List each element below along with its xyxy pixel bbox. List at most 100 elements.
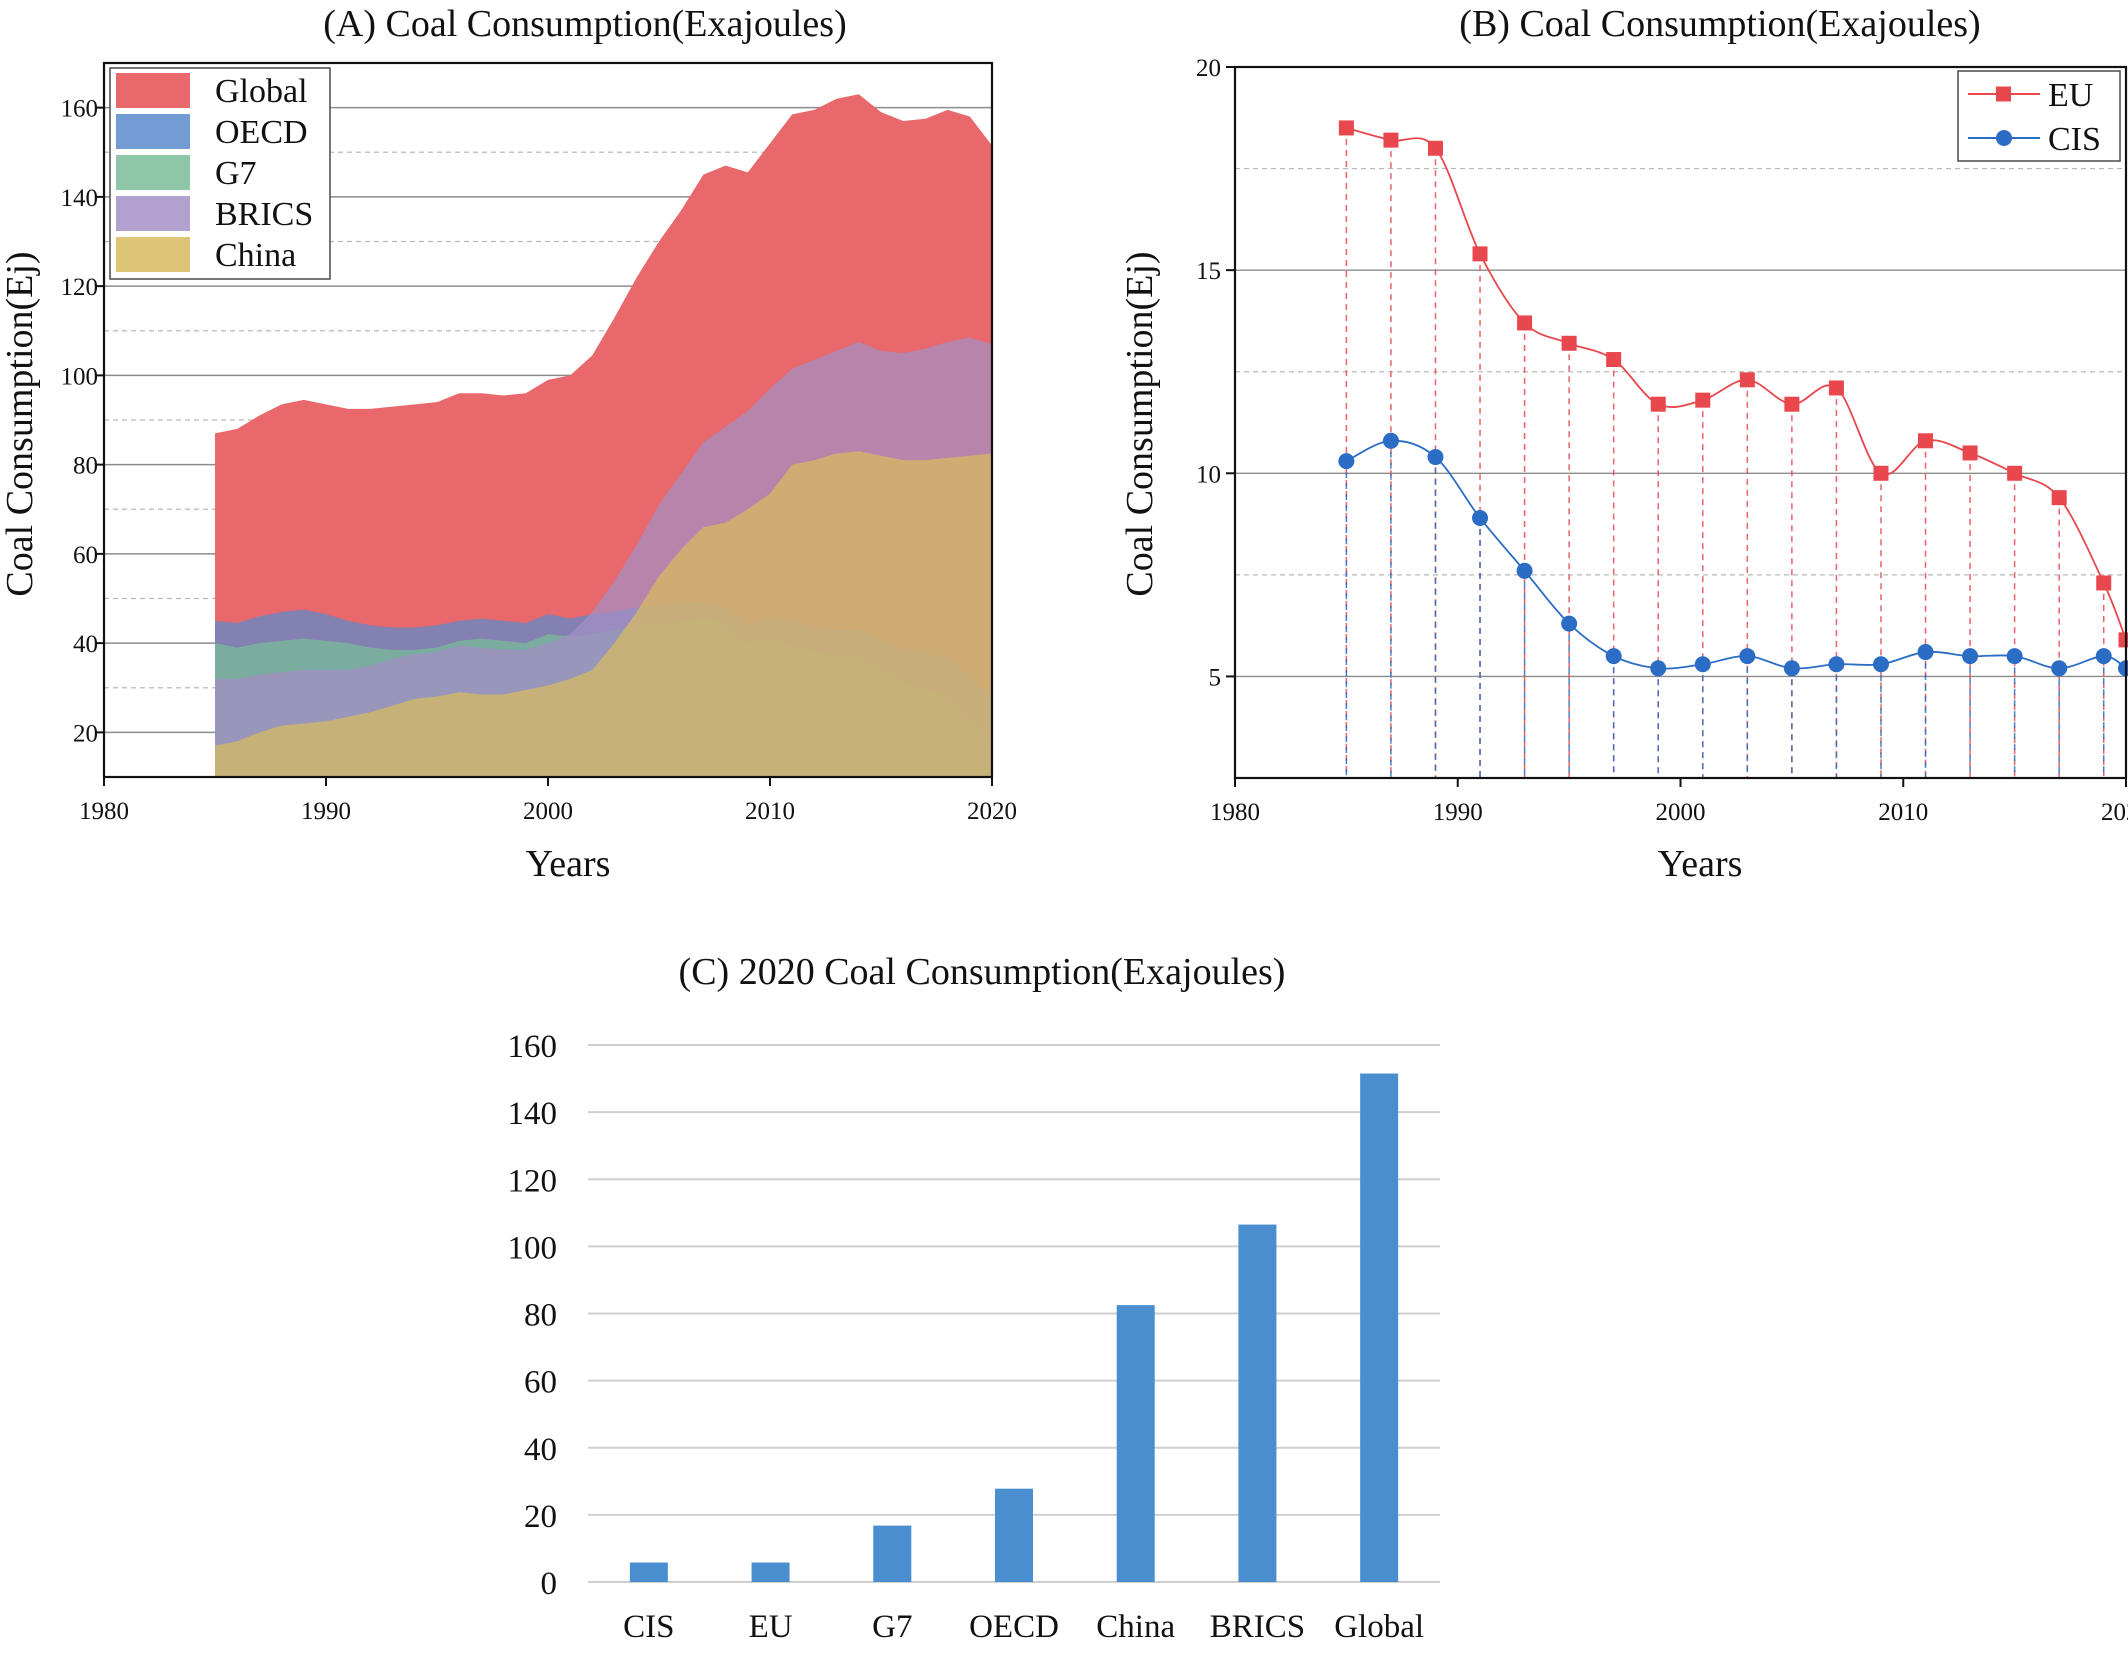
- legend-label-oecd: OECD: [215, 114, 308, 151]
- legend-label-g7: G7: [215, 155, 257, 192]
- panel-c: (C) 2020 Coal Consumption(Exajoules) 0 20…: [508, 951, 1440, 1645]
- panel-b-legend-box: [1957, 70, 2121, 162]
- panel-c-y-ticks: 0 20 40 60 80 100 120 140 160: [508, 1029, 558, 1602]
- x-tick-label: 2020: [2101, 799, 2128, 826]
- y-tick-label: 15: [1196, 258, 1221, 285]
- marker-cis: [1917, 644, 1934, 661]
- panel-b-y-ticks: 5 10 15 20: [1196, 55, 1235, 691]
- panel-c-bars: [629, 1073, 1399, 1582]
- legend-label-eu: EU: [2048, 77, 2093, 114]
- y-tick-label: 20: [73, 720, 98, 747]
- y-tick-label: 120: [508, 1163, 558, 1199]
- x-tick-label: 1980: [79, 798, 129, 825]
- panel-b-x-ticks: 1980 1990 2000 2010 2020: [1210, 778, 2128, 826]
- panel-a-areas: [215, 94, 992, 778]
- marker-cis: [1694, 656, 1711, 673]
- panel-b-gridlines: [1235, 167, 2126, 678]
- y-tick-label: 160: [508, 1029, 558, 1065]
- marker-eu: [1606, 352, 1622, 368]
- marker-cis: [1828, 656, 1845, 673]
- x-tick-label: EU: [749, 1609, 793, 1645]
- y-tick-label: 160: [61, 96, 99, 123]
- panel-a-x-axis-label: Years: [526, 843, 611, 885]
- marker-eu: [1650, 396, 1666, 412]
- legend-marker-eu: [1996, 86, 2011, 102]
- x-tick-label: CIS: [623, 1609, 674, 1645]
- marker-cis: [1605, 648, 1622, 665]
- y-tick-label: 10: [1196, 461, 1221, 488]
- x-tick-label: 2000: [523, 798, 573, 825]
- x-tick-label: BRICS: [1210, 1609, 1305, 1645]
- marker-cis: [1872, 656, 1889, 673]
- bar-china: [1116, 1305, 1155, 1582]
- marker-eu: [1784, 396, 1800, 412]
- panel-b-drop-lines: [1345, 127, 2127, 778]
- marker-eu: [1695, 392, 1711, 408]
- x-tick-label: 2020: [967, 798, 1017, 825]
- y-tick-label: 60: [73, 542, 98, 569]
- marker-cis: [2095, 648, 2112, 665]
- legend-marker-cis: [1996, 130, 2012, 146]
- legend-swatch-g7: [116, 155, 190, 190]
- panel-a-y-axis-label: Coal Consumption(Ej): [0, 251, 41, 596]
- y-tick-label: 80: [73, 453, 98, 480]
- marker-cis: [1382, 432, 1399, 449]
- marker-cis: [1338, 453, 1355, 470]
- legend-swatch-oecd: [116, 114, 190, 149]
- x-tick-label: 2010: [745, 798, 795, 825]
- y-tick-label: 40: [73, 631, 98, 658]
- marker-eu: [2051, 490, 2067, 506]
- marker-cis: [1962, 648, 1979, 665]
- marker-cis: [2051, 660, 2068, 677]
- panel-a-legend: Global OECD G7 BRICS China: [109, 67, 331, 280]
- marker-cis: [1739, 648, 1756, 665]
- legend-label-global: Global: [215, 73, 308, 110]
- bar-oecd: [995, 1488, 1033, 1582]
- marker-cis: [1783, 660, 1800, 677]
- marker-eu: [1472, 246, 1488, 262]
- y-tick-label: 60: [524, 1365, 557, 1401]
- marker-eu: [1338, 120, 1354, 136]
- panel-b-legend: EU CIS: [1957, 70, 2121, 162]
- y-tick-label: 100: [61, 363, 99, 390]
- panel-a: (A) Coal Consumption(Exajoules) 1980 1990…: [0, 3, 1017, 885]
- y-tick-label: 140: [61, 185, 99, 212]
- x-tick-label: 1980: [1210, 799, 1260, 826]
- area-china: [215, 451, 992, 777]
- marker-eu: [1828, 380, 1844, 396]
- marker-cis: [1516, 562, 1533, 579]
- x-tick-label: OECD: [969, 1609, 1059, 1645]
- marker-eu: [2007, 465, 2023, 481]
- panel-b-markers: [1338, 120, 2128, 677]
- marker-eu: [1918, 433, 1934, 449]
- marker-eu: [1517, 315, 1533, 331]
- line-eu: [1346, 127, 2127, 641]
- legend-label-brics: BRICS: [215, 196, 313, 233]
- panel-b-x-axis-label: Years: [1658, 843, 1743, 885]
- marker-eu: [1873, 465, 1889, 481]
- panel-b: (B) Coal Consumption(Exajoules) 1980 1990…: [1119, 3, 2128, 885]
- x-tick-label: 1990: [1433, 799, 1483, 826]
- legend-swatch-brics: [116, 196, 190, 231]
- x-tick-label: Global: [1334, 1609, 1424, 1645]
- bar-cis: [629, 1562, 668, 1582]
- x-tick-label: China: [1096, 1609, 1175, 1645]
- y-tick-label: 80: [524, 1298, 557, 1334]
- marker-eu: [1739, 372, 1755, 388]
- panel-a-y-ticks: 20 40 60 80 100 120 140 160: [61, 96, 104, 747]
- marker-eu: [1427, 140, 1443, 156]
- bar-g7: [873, 1525, 912, 1582]
- bar-eu: [751, 1562, 790, 1582]
- panel-c-x-ticks: CIS EU G7 OECD China BRICS Global: [623, 1609, 1424, 1645]
- y-tick-label: 120: [61, 274, 99, 301]
- panel-a-x-ticks: 1980 1990 2000 2010 2020: [79, 777, 1017, 825]
- y-tick-label: 100: [508, 1230, 558, 1266]
- y-tick-label: 40: [524, 1432, 557, 1468]
- legend-swatch-global: [116, 73, 190, 108]
- y-tick-label: 20: [524, 1499, 557, 1535]
- panel-b-lines: [1345, 127, 2127, 670]
- marker-eu: [2096, 575, 2112, 591]
- panel-b-plot-frame: [1233, 65, 2128, 780]
- marker-cis: [2006, 648, 2023, 665]
